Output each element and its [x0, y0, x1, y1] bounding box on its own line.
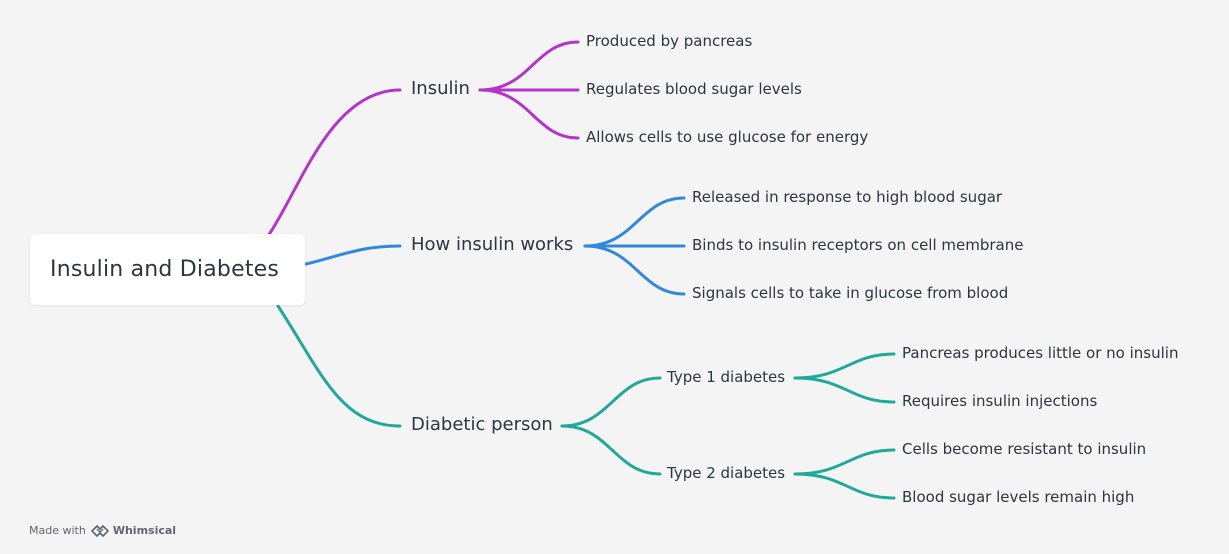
- made-with-footer[interactable]: Made with Whimsical: [29, 524, 176, 537]
- node-type-1-diabetes[interactable]: Type 1 diabetes: [667, 368, 786, 386]
- node-insulin[interactable]: Insulin: [411, 78, 470, 99]
- node-cells-resistant[interactable]: Cells become resistant to insulin: [902, 440, 1147, 458]
- node-signals-cells[interactable]: Signals cells to take in glucose from bl…: [692, 284, 1009, 302]
- node-produced-by-pancreas[interactable]: Produced by pancreas: [586, 32, 753, 50]
- connector-root-diabetic: [276, 304, 402, 428]
- connector-insulin-child-1: [478, 40, 580, 92]
- node-diabetic-person[interactable]: Diabetic person: [411, 414, 553, 435]
- connector-insulin-child-3: [478, 88, 580, 140]
- connector-root-insulin: [266, 88, 402, 238]
- connector-how-child-3: [583, 244, 686, 296]
- connector-type1-child-1: [793, 352, 896, 380]
- node-allows-cells-glucose[interactable]: Allows cells to use glucose for energy: [586, 128, 869, 146]
- node-blood-sugar-high[interactable]: Blood sugar levels remain high: [902, 488, 1135, 506]
- node-regulates-blood-sugar[interactable]: Regulates blood sugar levels: [586, 80, 802, 98]
- node-released-response[interactable]: Released in response to high blood sugar: [692, 188, 1003, 206]
- root-node[interactable]: Insulin and Diabetes: [30, 234, 305, 305]
- connector-type2-child-2: [793, 472, 896, 500]
- connector-type1-child-2: [793, 376, 896, 404]
- connector-diabetic-type2: [560, 424, 662, 476]
- node-type-2-diabetes[interactable]: Type 2 diabetes: [667, 464, 786, 482]
- connector-how-child-1: [583, 196, 686, 248]
- node-binds-receptors[interactable]: Binds to insulin receptors on cell membr…: [692, 236, 1024, 254]
- root-node-label: Insulin and Diabetes: [50, 257, 280, 282]
- node-how-insulin-works[interactable]: How insulin works: [411, 234, 574, 255]
- connector-root-how: [304, 244, 402, 266]
- node-requires-injections[interactable]: Requires insulin injections: [902, 392, 1098, 410]
- whimsical-logo-icon: [91, 524, 109, 537]
- made-with-label: Made with: [29, 524, 86, 537]
- node-pancreas-little-insulin[interactable]: Pancreas produces little or no insulin: [902, 344, 1179, 362]
- connector-type2-child-1: [793, 448, 896, 476]
- connector-diabetic-type1: [560, 376, 662, 428]
- whimsical-brand-label: Whimsical: [112, 524, 177, 537]
